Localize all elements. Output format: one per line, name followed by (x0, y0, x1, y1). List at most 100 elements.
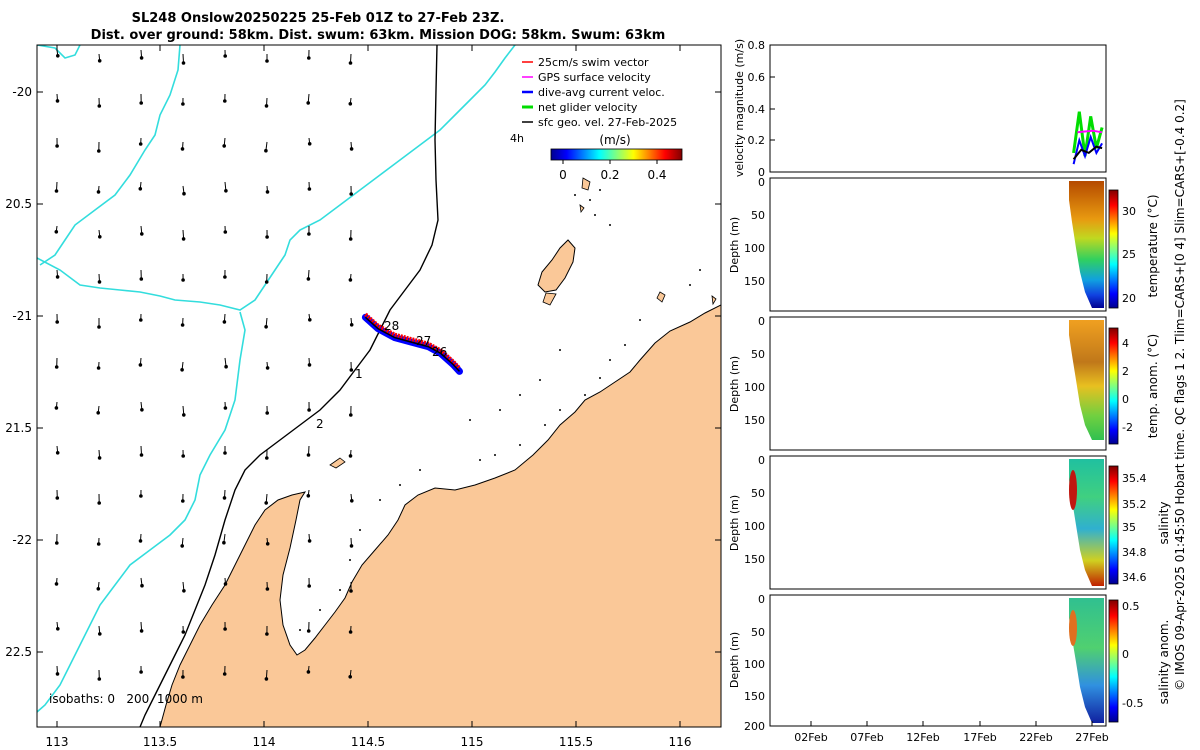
sfc-geo-vector-head-24 (349, 147, 354, 151)
sfc-geo-vector-head-45 (223, 275, 227, 279)
velocity-ytick-0.2: 0.2 (748, 134, 766, 147)
time-tick-02feb: 02Feb (794, 731, 827, 744)
sfc-geo-vector-head-61 (224, 364, 228, 369)
sal-ytick-50: 50 (751, 487, 765, 500)
sfc-geo-vector-head-80 (348, 454, 353, 458)
temp-ytick-150: 150 (744, 275, 765, 288)
velocity-series (1072, 111, 1104, 165)
sfc-geo-vector-head-116 (181, 675, 185, 679)
sfc-geo-vector-head-39 (307, 232, 311, 236)
sfc-geo-vector-head-120 (348, 675, 353, 679)
sfc-geo-vector-head-22 (264, 148, 268, 153)
sfc-geo-vector-head-6 (265, 59, 269, 63)
salinity-anomaly-panel[interactable]: 0 50 100 150 200 Depth (m) 0.5 0 -0.5 sa… (728, 593, 1171, 744)
sfc-geo-vector-head-95 (307, 539, 312, 543)
sfc-geo-vector-head-49 (55, 320, 60, 324)
sfc-geo-vector-head-1 (56, 54, 60, 58)
sfc-geo-vector-head-16 (348, 102, 353, 106)
sfc-geo-vector-head-2 (97, 59, 102, 63)
temp-ytick-100: 100 (744, 242, 765, 255)
contour-label-1: 1 (355, 367, 363, 381)
map-frame-border (36, 44, 722, 728)
temp-cbar-label: temperature (°C) (1146, 195, 1160, 298)
sfc-geo-vector-head-32 (349, 192, 354, 196)
map-legend: 25cm/s swim vector GPS surface velocity … (510, 56, 677, 145)
velocity-series-net-glider-velocity (1072, 111, 1104, 157)
sfc-geo-vector-head-69 (223, 406, 228, 410)
map-ytick-20: -20 (12, 85, 32, 99)
sfc-geo-vector-head-26 (96, 190, 101, 194)
sfc-geo-vector-head-86 (264, 501, 269, 505)
velocity-ylabel: velocity magnitude (m/s) (733, 39, 746, 177)
sfc-geo-vector-head-75 (139, 453, 144, 457)
sfc-geo-vector-head-7 (307, 56, 311, 60)
legend-gps-label: GPS surface velocity (538, 71, 651, 84)
legend-dive-avg-label: dive-avg current veloc. (538, 86, 665, 99)
salinity-high-patch (1069, 470, 1077, 510)
sfc-geo-vector-head-72 (349, 413, 353, 417)
tanom-ytick-150: 150 (744, 414, 765, 427)
contour-label-2: 2 (316, 417, 324, 431)
sfc-geo-vector-head-50 (97, 325, 101, 329)
velocity-panel[interactable]: 0 0.2 0.4 0.6 0.8 velocity magnitude (m/… (733, 39, 1107, 179)
sfc-geo-vector-head-108 (181, 630, 186, 634)
velocity-ytick-0: 0 (758, 166, 765, 179)
sfc-geo-vector-head-88 (350, 499, 354, 503)
sfc-geo-vector-head-89 (55, 541, 59, 545)
sanom-ytick-100: 100 (744, 658, 765, 671)
sfc-geo-vector-head-99 (140, 583, 144, 588)
temp-ylabel: Depth (m) (728, 217, 741, 273)
sfc-geo-vector-head-85 (222, 496, 227, 500)
sfc-geo-vector-head-57 (54, 365, 59, 369)
legend-net-glider-label: net glider velocity (538, 101, 638, 114)
sfc-geo-vector-head-106 (98, 632, 102, 636)
sfc-geo-vector-head-40 (348, 237, 353, 241)
sfc-geo-vector-head-53 (222, 320, 227, 324)
temp-cbar-tick-20: 20 (1122, 292, 1136, 305)
velocity-ytick-0.6: 0.6 (748, 71, 766, 84)
map-xtick-113.5: 113.5 (143, 735, 177, 749)
sfc-geo-vector-head-42 (97, 280, 102, 284)
salinity-section (1069, 459, 1104, 586)
temp-anomaly-panel[interactable]: 0 50 100 150 Depth (m) 4 2 0 -2 temp. an… (728, 315, 1160, 451)
sfc-geo-vector-head-20 (180, 147, 185, 151)
sfc-geo-vector-head-96 (349, 544, 354, 548)
map-xtick-115: 115 (461, 735, 484, 749)
sfc-geo-vector-head-109 (223, 627, 227, 631)
sfc-geo-vector-head-44 (181, 278, 185, 282)
salinity-anomaly-panel-frame (769, 594, 1107, 727)
time-axis-ticks (810, 721, 1093, 726)
sfc-geo-vector-head-94 (265, 542, 270, 546)
sfc-geo-vector-head-37 (223, 230, 228, 234)
salinity-panel-frame (769, 455, 1107, 590)
sfc-geo-vector-head-30 (265, 190, 270, 194)
temperature-panel[interactable]: 0 50 100 150 Depth (m) 30 25 20 temperat… (728, 176, 1160, 312)
sal-ytick-0: 0 (758, 454, 765, 467)
sfc-geo-vector-head-34 (98, 235, 102, 239)
day-label-26: 26 (432, 345, 447, 359)
map-panel[interactable]: 28 27 26 1 2 113 113.5 114 114.5 115 115… (5, 44, 722, 749)
sfc-geo-vector-head-66 (96, 411, 100, 415)
coastal-reef-specks (299, 189, 701, 631)
tanom-ytick-0: 0 (758, 315, 765, 328)
salinity-panel[interactable]: 0 50 100 150 Depth (m) 35.4 35.2 35 34.8… (728, 454, 1171, 590)
sfc-geo-vector-head-101 (223, 582, 228, 586)
sfc-geo-vector-head-47 (306, 277, 311, 281)
barrow-island (537, 239, 576, 293)
sfc-geo-vector-head-77 (223, 451, 227, 455)
sfc-geo-vector-head-27 (138, 187, 143, 191)
isobath-200m (139, 45, 439, 727)
sal-ytick-100: 100 (744, 520, 765, 533)
sfc-geo-vector-head-111 (306, 629, 311, 633)
sfc-geo-vector-head-55 (308, 318, 312, 322)
sfc-geo-vector-head-36 (181, 237, 186, 241)
sfc-geo-vector-head-103 (307, 584, 312, 588)
temp-cbar-tick-30: 30 (1122, 205, 1136, 218)
sfc-geo-vector-head-118 (264, 677, 269, 681)
sfc-geo-vector-head-15 (306, 101, 311, 105)
sanom-cbar-label: salinity anom. (1157, 620, 1171, 705)
sfc-geo-vector-head-107 (139, 629, 144, 633)
map-ytick-21: -21 (12, 309, 32, 323)
sal-cbar-label: salinity (1157, 501, 1171, 544)
